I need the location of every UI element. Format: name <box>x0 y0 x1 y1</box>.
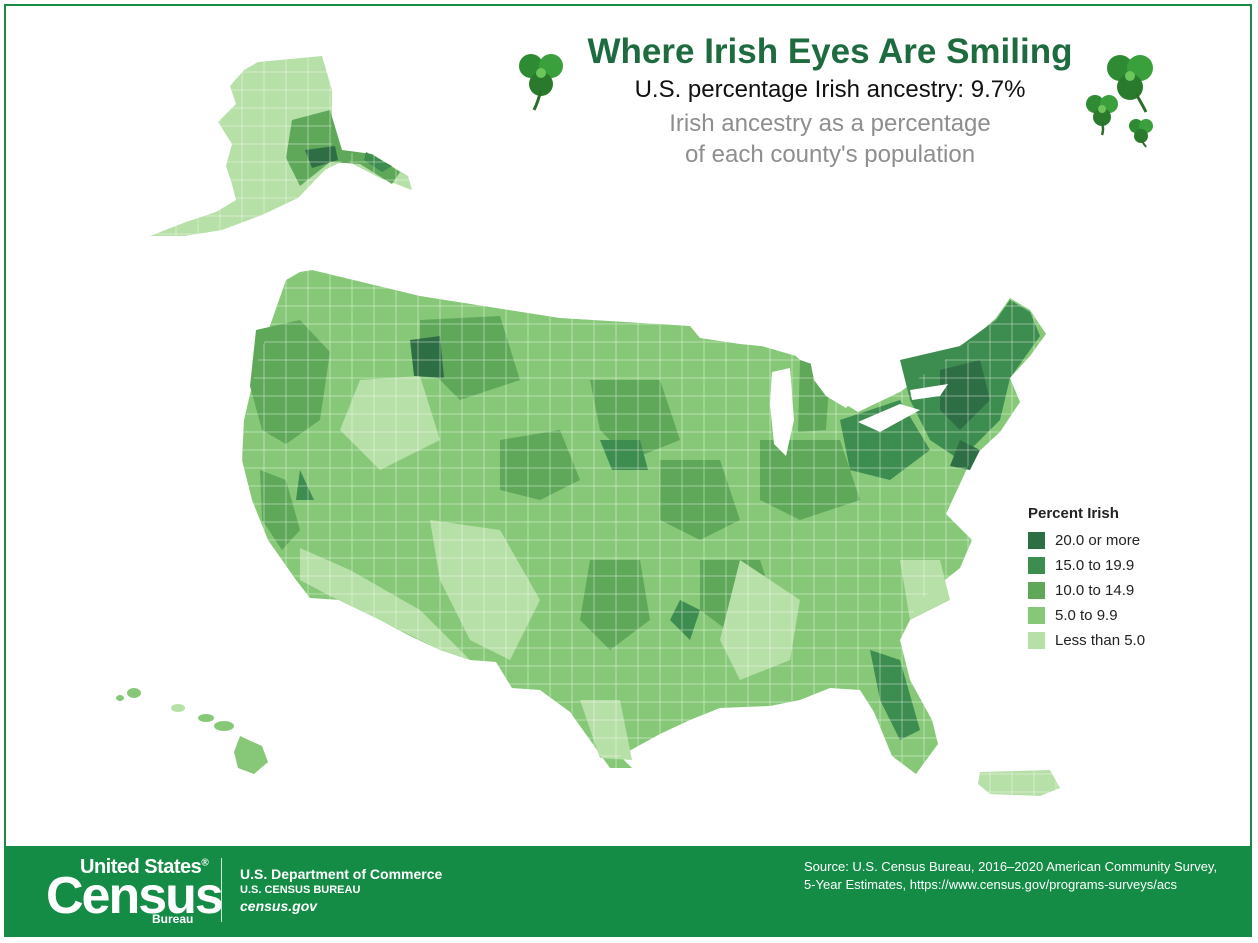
legend-item: Less than 5.0 <box>1028 628 1198 653</box>
legend-swatch <box>1028 607 1045 624</box>
census-logo-top: United States® <box>80 856 209 879</box>
legend-title: Percent Irish <box>1028 505 1119 522</box>
census-logo: Census <box>46 867 224 925</box>
legend-swatch <box>1028 557 1045 574</box>
shamrock-icon <box>519 54 563 111</box>
contiguous-us-region <box>242 270 1046 774</box>
legend-label: 15.0 to 19.9 <box>1055 557 1135 574</box>
bureau-name: U.S. CENSUS BUREAU <box>240 884 361 896</box>
map-title: Where Irish Eyes Are Smiling <box>587 32 1073 71</box>
shamrock-icon <box>1107 55 1153 113</box>
map-description: Irish ancestry as a percentage of each c… <box>560 108 1100 170</box>
legend-label: 10.0 to 14.9 <box>1055 582 1135 599</box>
legend-swatch <box>1028 632 1045 649</box>
census-website: census.gov <box>240 898 318 914</box>
legend-swatch <box>1028 532 1045 549</box>
puerto-rico-region <box>978 770 1060 796</box>
legend-item: 20.0 or more <box>1028 528 1198 553</box>
footer-bar: United States® Census Bureau U.S. Depart… <box>6 846 1252 937</box>
department-name: U.S. Department of Commerce <box>240 866 443 882</box>
legend-swatch <box>1028 582 1045 599</box>
map-subtitle: U.S. percentage Irish ancestry: 9.7% <box>634 76 1026 103</box>
hawaii-region <box>116 688 268 774</box>
shamrock-icon <box>1129 119 1153 148</box>
legend-label: 5.0 to 9.9 <box>1055 607 1118 624</box>
legend: Percent Irish 20.0 or more 15.0 to 19.9 … <box>1028 505 1198 653</box>
description-line-2: of each county's population <box>684 141 976 168</box>
census-logo-bureau: Bureau <box>152 912 194 926</box>
legend-item: 5.0 to 9.9 <box>1028 603 1198 628</box>
logo-line-1: United States <box>80 856 202 878</box>
legend-item: 15.0 to 19.9 <box>1028 553 1198 578</box>
description-line-1: Irish ancestry as a percentage <box>669 110 991 137</box>
shamrock-icon <box>1086 95 1118 136</box>
logo-registered-mark: ® <box>201 857 209 869</box>
legend-item: 10.0 to 14.9 <box>1028 578 1198 603</box>
footer-divider <box>221 858 222 922</box>
legend-label: 20.0 or more <box>1055 532 1141 549</box>
source-note: Source: U.S. Census Bureau, 2016–2020 Am… <box>804 859 1218 892</box>
alaska-region <box>150 56 412 236</box>
legend-label: Less than 5.0 <box>1055 632 1146 649</box>
